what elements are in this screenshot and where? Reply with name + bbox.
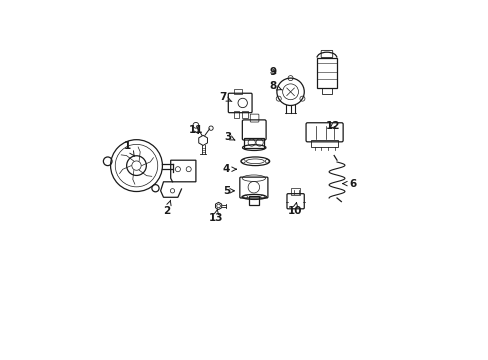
- Bar: [310, 140, 337, 147]
- Text: 4: 4: [223, 164, 236, 174]
- Bar: [317, 58, 336, 88]
- Text: 1: 1: [123, 141, 134, 156]
- Text: 10: 10: [287, 202, 302, 216]
- Bar: [233, 111, 239, 118]
- Text: 13: 13: [208, 210, 223, 223]
- Text: 6: 6: [342, 179, 355, 189]
- Bar: [249, 196, 259, 205]
- Bar: [234, 89, 242, 94]
- Bar: [290, 188, 300, 195]
- Text: 12: 12: [325, 121, 339, 131]
- Bar: [322, 88, 331, 94]
- Text: 8: 8: [269, 81, 282, 91]
- Text: 9: 9: [269, 67, 276, 77]
- Text: 2: 2: [163, 200, 171, 216]
- Text: 11: 11: [188, 125, 203, 135]
- Text: 7: 7: [219, 92, 231, 102]
- Bar: [244, 138, 264, 148]
- Bar: [242, 111, 247, 118]
- Text: 3: 3: [224, 132, 234, 142]
- Text: 5: 5: [223, 186, 234, 196]
